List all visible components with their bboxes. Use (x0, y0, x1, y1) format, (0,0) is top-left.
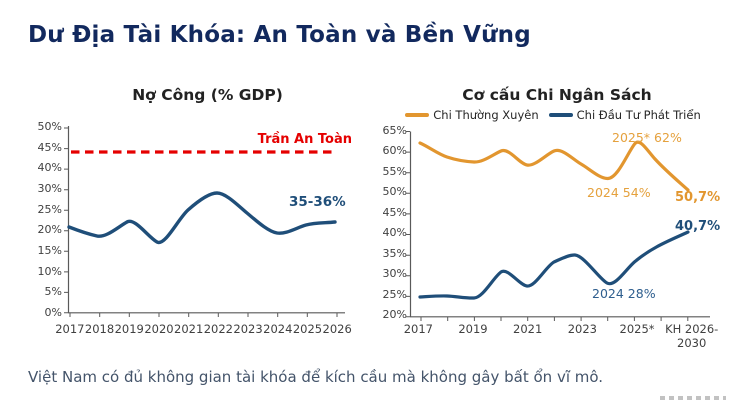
safety-ceiling-label: Trần An Toàn (257, 132, 352, 147)
debt-end-value-label: 35-36% (289, 194, 346, 210)
y-axis-tick-label: 0% (44, 305, 62, 319)
x-axis-tick-label: 2021 (174, 322, 204, 336)
annotation-2025-recurrent: 2025* 62% (612, 130, 682, 145)
legend-item-investment: Chi Đầu Tư Phát Triển (548, 108, 701, 122)
y-axis-tick-label: 60% (382, 144, 407, 158)
x-axis-tick-label: 2023 (567, 322, 597, 336)
x-axis-tick-label: 2023 (233, 322, 263, 336)
right-chart-x-axis-labels: 2017 2019 2021 2023 2025* KH 2026- 2030 (391, 322, 719, 350)
y-axis-tick-label: 35% (382, 246, 407, 260)
annotation-2024-investment: 2024 28% (592, 286, 656, 301)
left-chart-plot (64, 126, 345, 317)
left-x-axis-ticks (69, 313, 338, 317)
legend-item-recurrent: Chi Thường Xuyên (405, 108, 539, 122)
right-chart-y-axis-labels: 65% 60% 55% 50% 45% 40% 35% 30% 25% 20% (372, 125, 407, 321)
footnote-text: Việt Nam có đủ không gian tài khóa để kí… (28, 368, 604, 386)
y-axis-tick-label: 55% (382, 164, 407, 178)
y-axis-tick-label: 50% (37, 120, 62, 133)
x-axis-tick-label: KH 2026- 2030 (665, 322, 719, 350)
left-chart-y-axis-labels: 50% 45% 40% 30% 25% 20% 15% 10% 5% 0% (24, 121, 62, 319)
legend-label-investment: Chi Đầu Tư Phát Triển (576, 108, 701, 122)
y-axis-tick-label: 45% (37, 140, 62, 154)
y-axis-tick-label: 45% (382, 205, 407, 219)
y-axis-tick-label: 30% (382, 267, 407, 281)
x-axis-tick-label: 2021 (513, 322, 543, 336)
public-debt-line (67, 191, 337, 244)
y-axis-tick-label: 40% (382, 226, 407, 240)
y-axis-tick-label: 15% (37, 243, 62, 257)
annotation-2024-recurrent: 2024 54% (587, 185, 651, 200)
x-axis-tick-label: 2024 (263, 322, 293, 336)
right-y-axis-ticks (406, 131, 410, 318)
x-axis-tick-label: 2019 (458, 322, 488, 336)
x-axis-tick-label: 2020 (144, 322, 174, 336)
x-axis-tick-label: 2026 (322, 322, 352, 336)
right-chart-legend: Chi Thường Xuyên Chi Đầu Tư Phát Triển (400, 108, 706, 122)
y-axis-tick-label: 20% (37, 223, 62, 237)
right-x-axis-ticks (420, 317, 689, 321)
x-axis-tick-label: 2025* (619, 322, 655, 336)
y-axis-tick-label: 30% (37, 181, 62, 195)
x-axis-tick-label: 2017 (403, 322, 433, 336)
y-axis-tick-label: 5% (44, 285, 62, 299)
recurrent-expenditure-line (418, 140, 690, 192)
legend-label-recurrent: Chi Thường Xuyên (433, 108, 539, 122)
x-axis-tick-label: 2019 (114, 322, 144, 336)
x-axis-tick-label: 2022 (203, 322, 233, 336)
y-axis-tick-label: 25% (382, 287, 407, 301)
x-axis-tick-label: 2025 (292, 322, 323, 336)
annotation-end-recurrent: 50,7% (675, 190, 721, 205)
y-axis-tick-label: 50% (382, 185, 407, 199)
right-chart-title: Cơ cấu Chi Ngân Sách (462, 86, 652, 104)
recurrent-line-swatch (405, 113, 430, 117)
page-title: Dư Địa Tài Khóa: An Toàn và Bền Vững (28, 22, 531, 48)
clipped-footer-fragment (660, 396, 726, 400)
y-axis-tick-label: 65% (382, 124, 407, 137)
x-axis-tick-label: 2017 (55, 322, 85, 336)
y-axis-tick-label: 25% (37, 202, 62, 216)
left-y-axis-ticks (64, 127, 68, 314)
x-axis-tick-label: 2018 (84, 322, 115, 336)
investment-expenditure-line (418, 230, 690, 300)
y-axis-tick-label: 10% (37, 264, 62, 278)
left-chart-x-axis-labels: 2017 2018 2019 2020 2021 2022 2023 2024 2025 2026 (55, 322, 352, 336)
right-chart-plot (406, 131, 710, 321)
left-chart-title: Nợ Công (% GDP) (132, 86, 283, 104)
investment-line-swatch (548, 113, 573, 117)
y-axis-tick-label: 20% (382, 307, 407, 321)
annotation-end-investment: 40,7% (675, 219, 721, 234)
y-axis-tick-label: 40% (37, 161, 62, 175)
